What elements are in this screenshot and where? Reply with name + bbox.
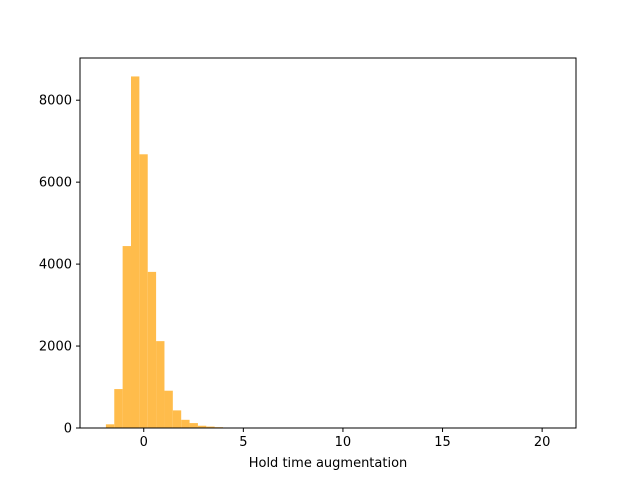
y-tick-label: 6000 <box>39 176 72 191</box>
x-tick-label: 0 <box>140 435 148 450</box>
histogram-bar <box>130 76 140 428</box>
x-axis-ticks: 0 5 10 15 20 <box>140 428 551 450</box>
histogram-bar <box>139 154 148 428</box>
histogram-bar <box>105 424 115 428</box>
histogram-bar <box>147 271 157 428</box>
y-tick-label: 0 <box>64 422 72 437</box>
histogram-bar <box>181 419 190 428</box>
y-axis-ticks: 0 2000 4000 6000 8000 <box>39 94 80 437</box>
x-tick-label: 20 <box>534 435 551 450</box>
histogram-bar <box>189 423 198 428</box>
histogram-bar <box>164 390 173 428</box>
histogram-bars <box>105 76 240 428</box>
histogram-bar <box>156 341 165 428</box>
histogram-bar <box>197 425 207 428</box>
x-axis-label: Hold time augmentation <box>249 456 408 471</box>
histogram-bar <box>122 246 131 428</box>
y-tick-label: 2000 <box>39 340 72 355</box>
x-tick-label: 5 <box>239 435 247 450</box>
y-tick-label: 8000 <box>39 94 72 109</box>
x-tick-label: 15 <box>434 435 451 450</box>
histogram-bar <box>206 426 215 428</box>
y-tick-label: 4000 <box>39 258 72 273</box>
x-tick-label: 10 <box>335 435 352 450</box>
histogram-bar <box>114 389 123 428</box>
plot-frame <box>79 57 577 429</box>
histogram-bar <box>172 410 182 428</box>
